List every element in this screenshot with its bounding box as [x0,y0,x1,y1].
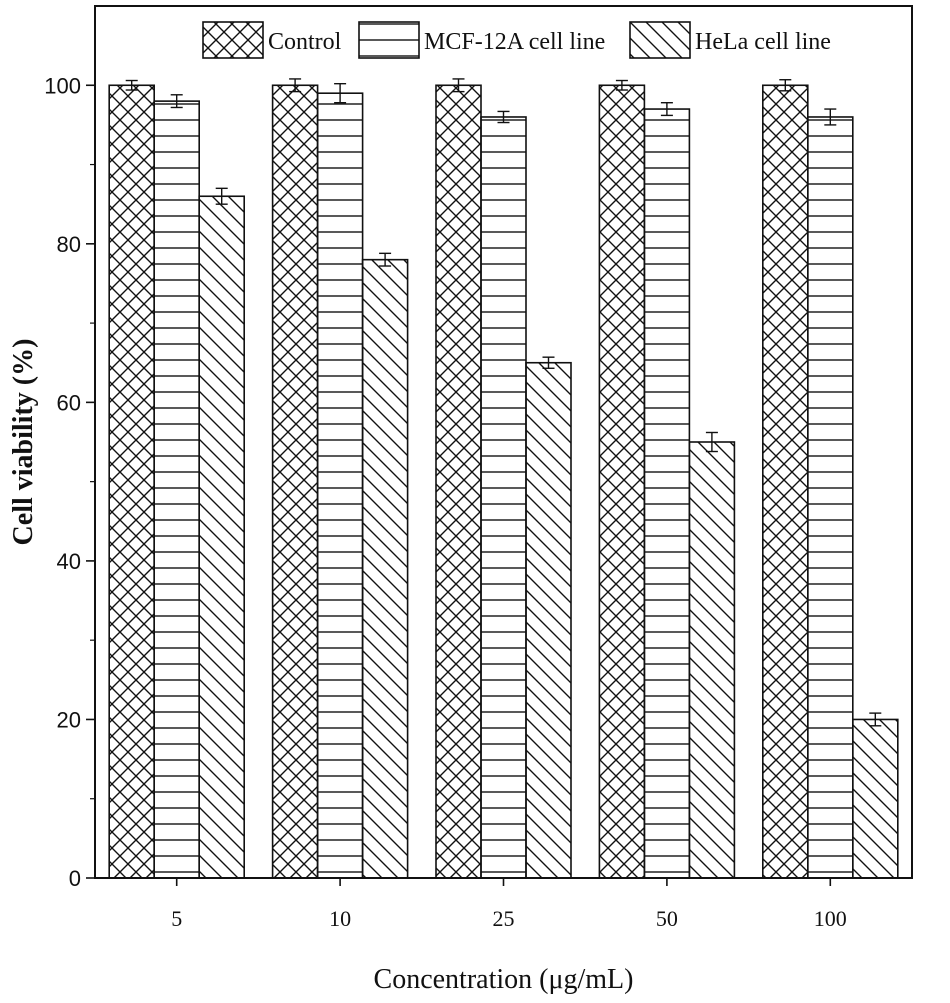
error-bar [125,79,138,91]
error-bar [289,78,302,93]
error-bar [379,252,392,267]
y-tick-label: 40 [57,549,81,574]
bar-diagonal-10 [361,258,409,879]
plot-frame [94,5,913,879]
bar-horizontal-25 [480,116,527,879]
x-tick-label: 100 [814,906,847,931]
bar-horizontal-5 [153,100,200,879]
legend-swatch [629,21,691,59]
error-bar [215,187,228,205]
bar-crosshatch-10 [271,84,319,879]
legend: Control MCF-12A cell line HeLa cell line [202,21,831,59]
error-bar [779,79,792,92]
bar-horizontal-10 [316,92,364,879]
bar-crosshatch-50 [598,84,646,879]
error-bar [452,78,465,93]
y-tick-label: 0 [69,866,81,891]
bar-crosshatch-25 [435,84,482,879]
error-bar [615,79,628,91]
legend-swatch [202,21,264,59]
legend-label: Control [268,29,342,55]
bars-layer [108,84,899,879]
y-axis-title: Cell viability (%) [8,339,39,546]
error-bars-layer [125,78,882,727]
bar-horizontal-50 [643,108,691,879]
bar-diagonal-5 [198,195,245,879]
legend-swatch [358,21,420,59]
legend-item-crosshatch: Control [202,21,342,59]
y-tick-label: 100 [44,73,81,98]
bar-diagonal-50 [688,441,736,879]
bar-diagonal-100 [851,718,899,879]
legend-item-diagonal: HeLa cell line [629,21,831,59]
error-bar [824,108,837,126]
x-axis-title: Concentration (μg/mL) [374,964,634,995]
error-bar [705,431,718,453]
error-bar [334,82,347,104]
bar-crosshatch-100 [761,84,809,879]
error-bar [660,102,673,117]
x-axis: 5 10 25 50 100 [171,878,847,931]
x-tick-label: 5 [171,906,182,931]
error-bar [869,712,882,727]
y-tick-label: 20 [57,707,81,732]
error-bar [542,356,555,369]
bar-horizontal-100 [806,116,854,879]
bar-crosshatch-5 [108,84,155,879]
error-bar [170,94,183,109]
legend-label: HeLa cell line [695,29,831,55]
bar-diagonal-25 [525,361,572,879]
x-tick-label: 25 [493,906,515,931]
y-tick-label: 80 [57,232,81,257]
y-tick-label: 60 [57,390,81,415]
x-tick-label: 10 [329,906,351,931]
legend-item-horizontal: MCF-12A cell line [358,21,605,59]
error-bar [497,110,510,124]
legend-label: MCF-12A cell line [424,29,605,55]
y-axis: 0 20 40 60 80 100 [44,73,95,891]
x-tick-label: 50 [656,906,678,931]
